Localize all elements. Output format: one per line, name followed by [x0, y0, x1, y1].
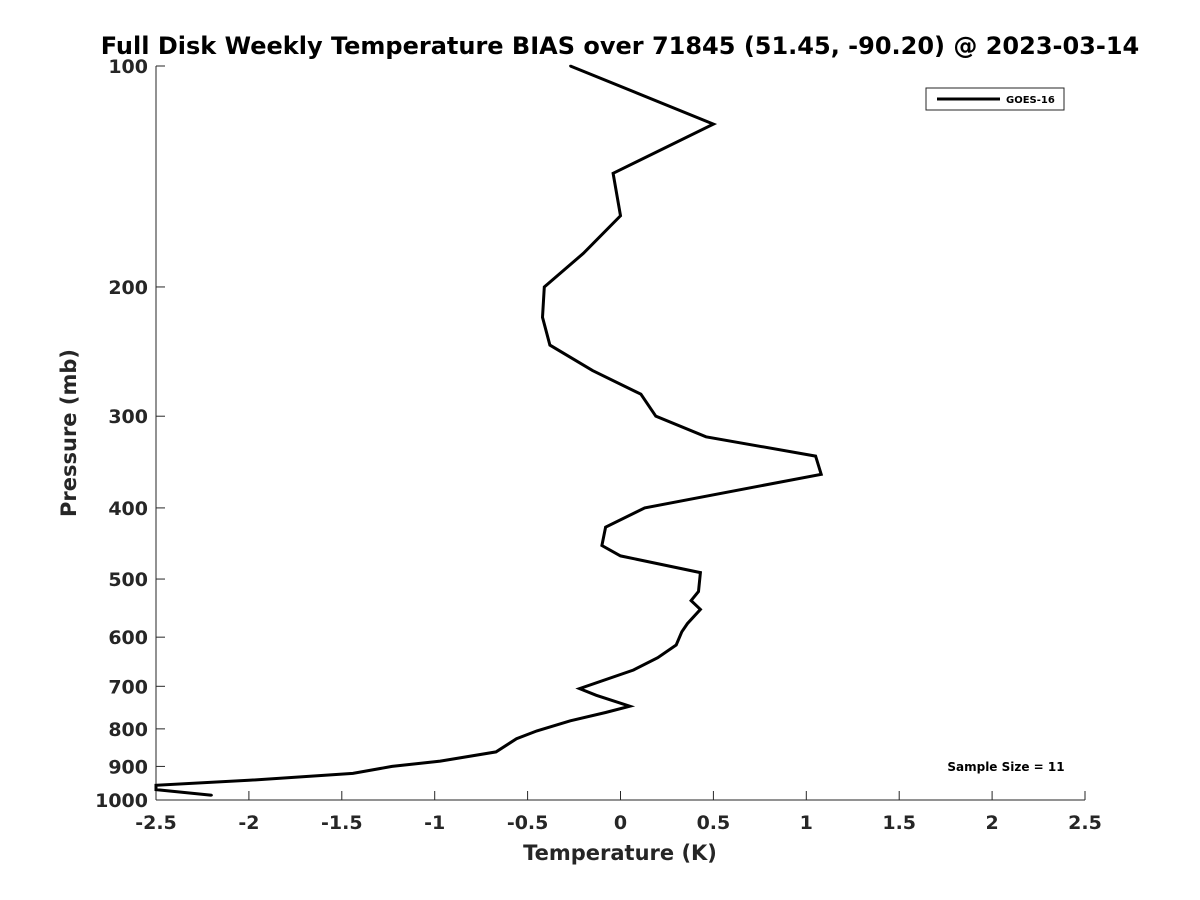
data-point — [697, 590, 700, 593]
data-point — [628, 705, 631, 708]
data-point — [639, 393, 643, 396]
x-tick-label: -1 — [424, 812, 445, 834]
data-point — [578, 687, 581, 690]
data-point — [582, 252, 585, 255]
data-point — [535, 729, 539, 733]
data-point — [680, 630, 683, 633]
data-point — [689, 599, 693, 602]
y-tick-label: 200 — [108, 277, 148, 299]
data-point — [632, 668, 635, 672]
data-point — [569, 719, 572, 722]
data-point — [569, 64, 572, 68]
y-axis-ticks: 100 200 300 400 500 600 700 800 900 1000 — [95, 56, 165, 812]
y-tick-label: 1000 — [95, 790, 148, 812]
y-tick-label: 300 — [108, 406, 148, 428]
data-point — [515, 737, 518, 740]
data-point — [543, 285, 546, 289]
data-point — [604, 711, 607, 714]
y-tick-label: 400 — [108, 498, 148, 520]
data-point — [686, 622, 689, 625]
y-axis-label: Pressure (mb) — [57, 349, 81, 517]
legend-label-goes-16: GOES-16 — [1006, 95, 1055, 106]
x-axis-label: Temperature (K) — [523, 841, 717, 865]
x-tick-label: 0 — [614, 812, 627, 834]
data-point — [247, 779, 251, 782]
data-point — [704, 435, 708, 438]
data-point — [643, 506, 646, 510]
data-point — [439, 759, 442, 763]
data-point — [154, 788, 158, 791]
chart-title: Full Disk Weekly Temperature BIAS over 7… — [101, 32, 1140, 60]
data-point — [611, 172, 615, 175]
x-tick-label: 2 — [985, 812, 998, 834]
y-tick-label: 800 — [108, 719, 148, 741]
x-tick-label: 2.5 — [1068, 812, 1102, 834]
x-tick-label: -2 — [238, 812, 259, 834]
x-tick-label: -2.5 — [135, 812, 177, 834]
series-layer — [154, 64, 824, 797]
data-point — [656, 656, 659, 659]
data-point — [699, 608, 702, 611]
data-point — [548, 343, 552, 347]
data-point — [210, 794, 213, 797]
y-tick-label: 700 — [108, 676, 148, 698]
x-tick-label: 1.5 — [882, 812, 916, 834]
data-point — [675, 643, 678, 647]
data-point — [541, 316, 544, 319]
data-point — [595, 694, 598, 697]
data-point — [494, 750, 498, 754]
sample-size-annotation: Sample Size = 11 — [947, 760, 1064, 774]
x-axis-ticks: -2.5 -2 -1.5 -1 -0.5 0 0.5 1 1.5 2 2.5 — [135, 791, 1102, 834]
y-tick-label: 100 — [108, 56, 148, 78]
data-point — [154, 784, 158, 787]
legend: GOES-16 — [925, 87, 1065, 111]
x-tick-label: -1.5 — [321, 812, 363, 834]
x-tick-label: 0.5 — [697, 812, 731, 834]
x-tick-label: -0.5 — [507, 812, 549, 834]
y-tick-label: 600 — [108, 627, 148, 649]
data-point — [351, 772, 355, 775]
data-point — [699, 571, 702, 574]
data-point — [712, 122, 715, 126]
data-point — [814, 454, 817, 458]
x-tick-label: 1 — [800, 812, 813, 834]
data-point — [619, 214, 622, 217]
y-tick-label: 500 — [108, 569, 148, 591]
series-line-goes-16 — [154, 64, 824, 797]
data-point — [619, 554, 622, 558]
data-point — [600, 544, 604, 547]
data-point — [604, 526, 607, 529]
data-point — [390, 765, 394, 768]
y-tick-label: 900 — [108, 756, 148, 778]
data-point — [820, 473, 823, 476]
data-point — [654, 415, 657, 418]
data-point — [591, 369, 594, 372]
